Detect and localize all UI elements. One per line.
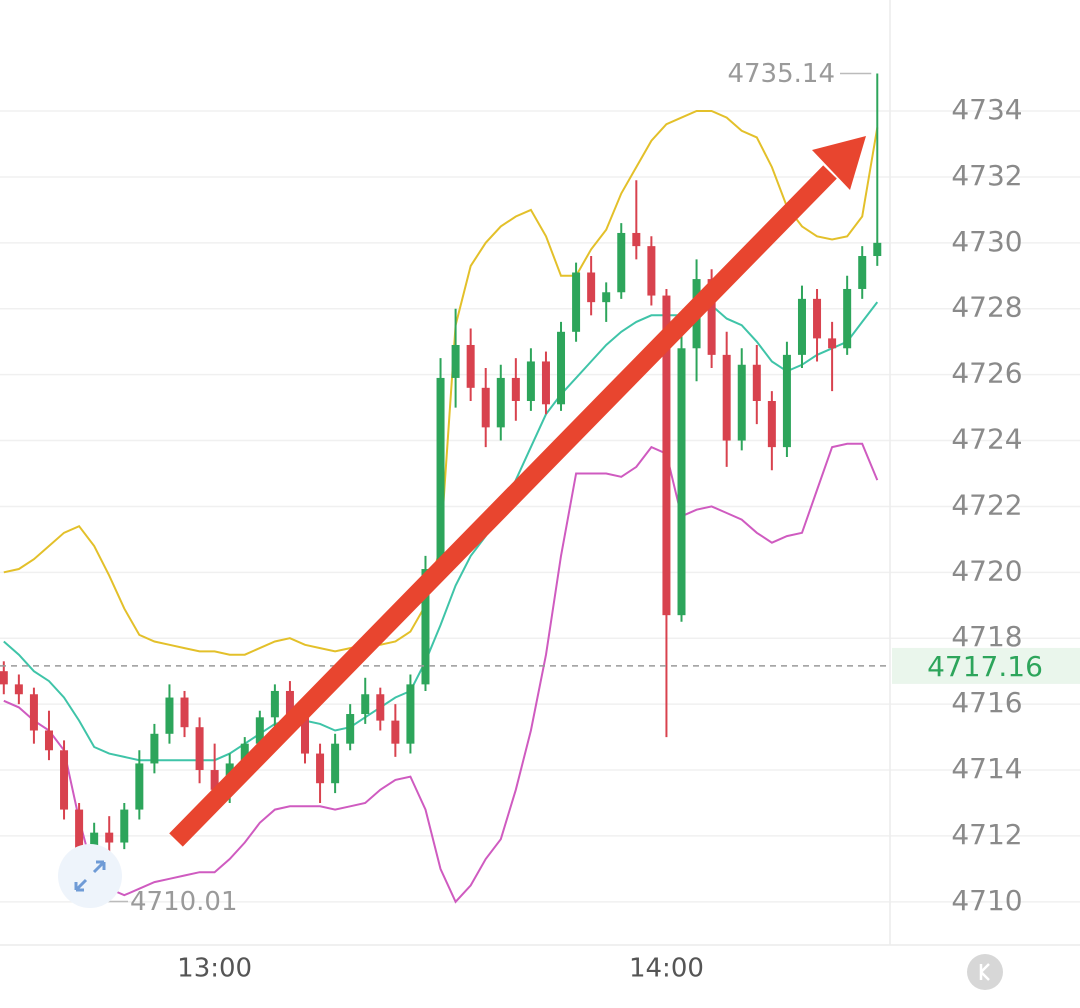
candle-body bbox=[617, 232, 626, 293]
candle-body bbox=[195, 727, 204, 771]
y-tick-label: 4720 bbox=[951, 554, 1022, 587]
candle-body bbox=[165, 697, 174, 734]
candle-body bbox=[677, 348, 686, 616]
candle-body bbox=[421, 569, 430, 685]
candle-body bbox=[496, 377, 505, 428]
candle-body bbox=[406, 684, 415, 744]
candle-body bbox=[843, 288, 852, 349]
candle-body bbox=[466, 344, 475, 388]
mode-button-glyph bbox=[979, 963, 990, 981]
candle-body bbox=[511, 377, 520, 401]
candle-body bbox=[29, 694, 38, 731]
candle-body bbox=[301, 717, 309, 754]
arrow-shaft bbox=[169, 165, 837, 847]
candle-body bbox=[376, 694, 385, 721]
low-marker: 4710.01 bbox=[130, 887, 238, 917]
candle-body bbox=[180, 697, 189, 728]
y-tick-label: 4722 bbox=[951, 488, 1022, 521]
reference-label-bg bbox=[892, 647, 1080, 684]
band-line bbox=[3, 442, 879, 904]
candle-body bbox=[316, 753, 325, 784]
candle-body bbox=[391, 720, 400, 744]
candle-body bbox=[557, 331, 566, 405]
y-tick-label: 4718 bbox=[951, 620, 1022, 653]
candle-body bbox=[481, 387, 490, 428]
candle-body bbox=[331, 743, 340, 784]
candles bbox=[0, 73, 882, 902]
candle-body bbox=[873, 242, 882, 257]
candle-body bbox=[75, 809, 84, 863]
candle-body bbox=[707, 279, 716, 355]
y-tick-label: 4712 bbox=[951, 818, 1022, 851]
candle-body bbox=[737, 364, 746, 441]
candle-body bbox=[722, 354, 731, 441]
y-tick-label: 4728 bbox=[951, 291, 1022, 324]
candle-body bbox=[526, 361, 535, 401]
y-tick-label: 4726 bbox=[951, 357, 1022, 390]
expand-bg[interactable] bbox=[58, 844, 122, 908]
reference-label: 4717.16 bbox=[927, 650, 1043, 683]
mode-button-bg[interactable] bbox=[967, 954, 1003, 990]
high-marker: 4735.14 bbox=[727, 59, 835, 89]
x-tick-label: 14:00 bbox=[629, 954, 704, 984]
y-tick-label: 4724 bbox=[951, 423, 1022, 456]
candle-body bbox=[240, 743, 249, 764]
candle-body bbox=[828, 338, 837, 349]
candle-body bbox=[135, 763, 144, 810]
x-tick-label: 13:00 bbox=[177, 954, 252, 984]
candle-body bbox=[647, 246, 656, 296]
trend-arrow bbox=[169, 136, 866, 847]
band-line bbox=[3, 301, 879, 762]
candle-body bbox=[120, 809, 129, 843]
grid: 4710 4712 4714 4716 4718 4720 4722 4724 4726 4728… bbox=[0, 93, 1080, 984]
candle-body bbox=[361, 694, 370, 715]
candle-body bbox=[436, 377, 445, 570]
overlay: 4717.16 4735.14 4710.01 bbox=[0, 59, 1080, 917]
candle-body bbox=[14, 684, 23, 695]
candle-body bbox=[587, 272, 596, 303]
candle-body bbox=[451, 344, 460, 378]
candle-body bbox=[44, 730, 53, 751]
candle-body bbox=[255, 717, 264, 744]
candle-body bbox=[797, 298, 806, 355]
candle-body bbox=[813, 298, 822, 339]
arrow-head bbox=[812, 136, 866, 190]
candle-body bbox=[632, 232, 641, 247]
candle-body bbox=[210, 770, 219, 790]
y-tick-label: 4714 bbox=[951, 752, 1022, 785]
candle-body bbox=[662, 295, 671, 616]
y-tick-label: 4710 bbox=[951, 884, 1022, 917]
candle-body bbox=[767, 400, 776, 448]
candle-body bbox=[346, 714, 355, 744]
candle-body bbox=[602, 292, 611, 303]
candle-body bbox=[858, 256, 867, 289]
candle-body bbox=[150, 733, 159, 764]
y-tick-label: 4734 bbox=[951, 93, 1022, 126]
candle-body bbox=[752, 364, 761, 401]
expand-glyph bbox=[74, 860, 106, 892]
y-tick-label: 4716 bbox=[951, 686, 1022, 719]
candle-body bbox=[270, 690, 279, 718]
mode-button[interactable] bbox=[967, 954, 1003, 990]
y-tick-label: 4730 bbox=[951, 225, 1022, 258]
candle-body bbox=[572, 272, 581, 332]
candle-body bbox=[105, 832, 114, 843]
candle-body bbox=[782, 354, 791, 448]
candle-body bbox=[0, 671, 8, 685]
y-tick-label: 4732 bbox=[951, 159, 1022, 192]
expand-icon[interactable] bbox=[58, 844, 122, 908]
candle-body bbox=[541, 361, 550, 405]
candle-body bbox=[60, 750, 69, 810]
candle-body bbox=[285, 690, 294, 718]
